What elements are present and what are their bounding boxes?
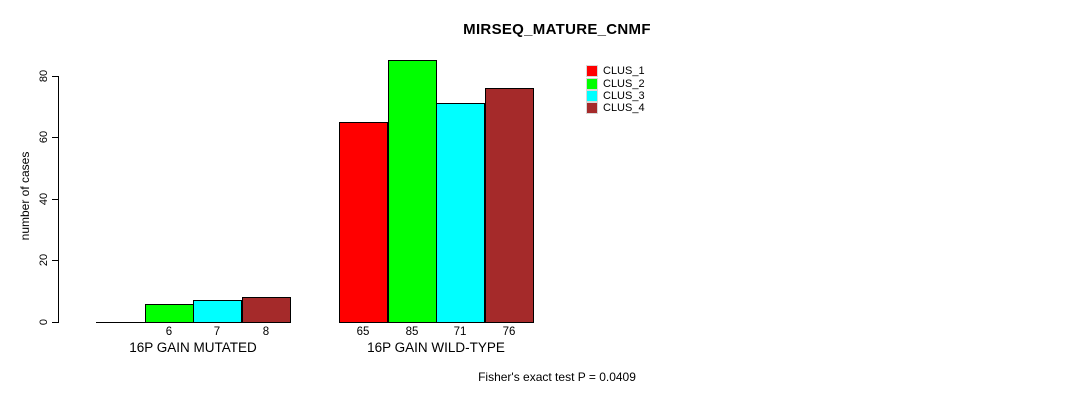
footer-note: Fisher's exact test P = 0.0409 bbox=[478, 370, 636, 384]
y-tick bbox=[52, 75, 59, 77]
legend-item: CLUS_3 bbox=[586, 89, 645, 102]
bar-value-label: 85 bbox=[405, 326, 419, 338]
legend-item: CLUS_4 bbox=[586, 102, 645, 115]
bar-clus_2 bbox=[388, 60, 437, 323]
x-category-label: 16P GAIN MUTATED bbox=[129, 340, 257, 355]
bar-value-label: 6 bbox=[165, 326, 173, 338]
bar-value-label: 71 bbox=[453, 326, 467, 338]
bar-clus_4 bbox=[242, 297, 291, 323]
legend-label: CLUS_2 bbox=[603, 77, 645, 90]
bar-clus_3 bbox=[436, 103, 485, 323]
bar-clus_4 bbox=[485, 88, 534, 323]
y-tick-label: 20 bbox=[38, 254, 50, 267]
x-category-label: 16P GAIN WILD-TYPE bbox=[367, 340, 505, 355]
y-tick-label: 0 bbox=[38, 318, 50, 326]
y-tick bbox=[52, 198, 59, 200]
y-tick-label: 40 bbox=[38, 192, 50, 205]
legend-item: CLUS_1 bbox=[586, 65, 645, 78]
y-tick-label: 60 bbox=[38, 131, 50, 144]
y-tick-label: 80 bbox=[38, 69, 50, 82]
legend-label: CLUS_1 bbox=[603, 65, 645, 78]
chart-title: MIRSEQ_MATURE_CNMF bbox=[463, 21, 651, 38]
y-tick bbox=[52, 137, 59, 139]
legend-swatch bbox=[586, 65, 598, 78]
bar-clus_3 bbox=[193, 300, 242, 323]
bar-value-label: 76 bbox=[502, 326, 516, 338]
bar-clus_2 bbox=[145, 304, 194, 323]
y-tick bbox=[52, 322, 59, 323]
legend-label: CLUS_4 bbox=[603, 102, 645, 115]
bar-clus_1 bbox=[339, 122, 388, 323]
bar-value-label: 8 bbox=[262, 326, 270, 338]
y-tick bbox=[52, 260, 59, 262]
legend-label: CLUS_3 bbox=[603, 89, 645, 102]
y-axis-label: number of cases bbox=[18, 151, 32, 241]
legend-swatch bbox=[586, 102, 598, 115]
bar-value-label: 7 bbox=[213, 326, 221, 338]
legend: CLUS_1 CLUS_2 CLUS_3 CLUS_4 bbox=[586, 65, 645, 115]
legend-swatch bbox=[586, 89, 598, 102]
bar-value-label: 65 bbox=[356, 326, 370, 338]
legend-swatch bbox=[586, 77, 598, 90]
legend-item: CLUS_2 bbox=[586, 77, 645, 90]
